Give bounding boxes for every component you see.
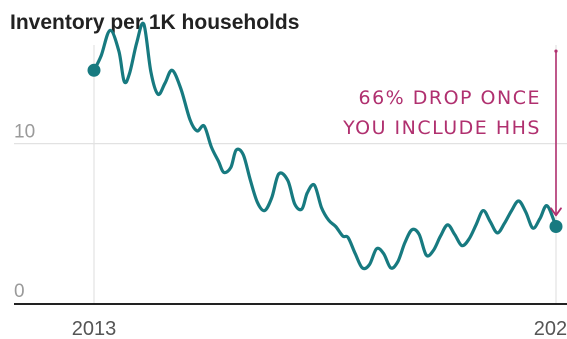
grid-lines [14, 45, 567, 303]
y-tick-labels: 0 10 [14, 122, 35, 302]
endpoint-markers [87, 63, 563, 233]
annotation-arrow-origin [554, 49, 558, 53]
chart-title: Inventory per 1K households [10, 11, 299, 34]
annotation-line-1: 66% DROP ONCE [359, 87, 542, 109]
end-point-marker [549, 219, 563, 233]
y-tick-label: 10 [14, 122, 35, 143]
y-tick-label: 0 [14, 281, 25, 302]
annotation: 66% DROP ONCE YOU INCLUDE HHS [342, 49, 562, 217]
x-tick-label: 2013 [72, 318, 117, 339]
start-point-marker [87, 63, 101, 77]
annotation-line-2: YOU INCLUDE HHS [342, 117, 541, 139]
series-line [92, 21, 558, 271]
annotation-arrowhead-icon [550, 207, 562, 217]
